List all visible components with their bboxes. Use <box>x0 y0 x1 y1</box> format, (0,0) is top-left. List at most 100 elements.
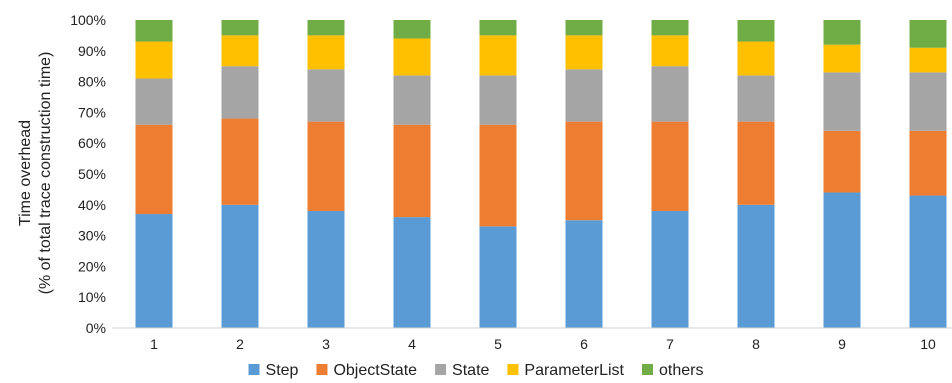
bar-segment-others <box>565 20 603 36</box>
bar-segment-step <box>737 204 775 328</box>
y-axis-title-line2: (% of total trace construction time) <box>37 52 54 295</box>
y-tick-label: 70% <box>78 104 106 120</box>
bar-segment-objectstate <box>135 124 173 215</box>
bar-segment-others <box>651 20 689 36</box>
bar-segment-step <box>479 226 517 328</box>
bar-group-1 <box>135 20 173 328</box>
bar-segment-state <box>307 69 345 122</box>
bar-segment-state <box>221 66 259 119</box>
legend-swatch <box>248 364 260 375</box>
bar-segment-objectstate <box>393 124 431 218</box>
bar-segment-others <box>221 20 259 36</box>
bar-segment-step <box>221 204 259 328</box>
legend-swatch <box>316 364 328 375</box>
legend-swatch <box>642 364 654 375</box>
y-tick-label: 50% <box>78 166 106 182</box>
legend-label: Step <box>266 362 299 379</box>
legend-item-step: Step <box>248 362 299 379</box>
legend-item-state: State <box>435 362 490 379</box>
bar-segment-state <box>393 75 431 125</box>
bar-segment-step <box>823 192 861 328</box>
legend-swatch <box>435 364 447 375</box>
x-tick-label: 7 <box>666 336 674 352</box>
y-axis-ticks: 0% 10% 20% 30% 40% 50% 60% 70% 80% 90% 100% <box>70 12 106 336</box>
bar-group-9 <box>823 20 861 328</box>
y-tick-label: 80% <box>78 74 106 90</box>
bar-segment-objectstate <box>565 121 603 221</box>
legend-label: ObjectState <box>333 362 417 379</box>
bar-segment-others <box>135 20 173 42</box>
legend-label: State <box>452 362 489 379</box>
bar-segment-step <box>909 195 947 328</box>
bar-segment-parameterlist <box>479 35 517 76</box>
bar-segment-step <box>393 217 431 328</box>
bar-group-4 <box>393 20 431 328</box>
bar-segment-parameterlist <box>909 47 947 73</box>
x-tick-label: 1 <box>150 336 158 352</box>
y-tick-label: 90% <box>78 43 106 59</box>
bar-segment-others <box>823 20 861 45</box>
bar-group-5 <box>479 20 517 328</box>
bar-segment-state <box>479 75 517 125</box>
bar-group-7 <box>651 20 689 328</box>
bar-segment-step <box>307 210 345 328</box>
x-tick-label: 10 <box>920 336 936 352</box>
x-tick-label: 4 <box>408 336 416 352</box>
bar-segment-objectstate <box>221 118 259 205</box>
bar-segment-state <box>135 78 173 125</box>
bar-segment-parameterlist <box>651 35 689 67</box>
y-tick-label: 100% <box>70 12 106 28</box>
bar-segment-state <box>823 72 861 131</box>
bar-segment-parameterlist <box>823 44 861 73</box>
bar-segment-state <box>737 75 775 122</box>
bar-segment-parameterlist <box>737 41 775 76</box>
bar-group-2 <box>221 20 259 328</box>
bar-segment-objectstate <box>823 130 861 193</box>
legend-label: others <box>659 362 703 379</box>
bar-segment-step <box>565 220 603 328</box>
x-tick-label: 8 <box>752 336 760 352</box>
legend-item-objectstate: ObjectState <box>316 362 417 379</box>
bar-segment-state <box>651 66 689 122</box>
bar-segment-objectstate <box>909 130 947 196</box>
y-tick-label: 20% <box>78 258 106 274</box>
y-tick-label: 30% <box>78 228 106 244</box>
x-axis-ticks: 1 2 3 4 5 6 7 8 9 10 <box>150 336 936 352</box>
bar-segment-others <box>909 20 947 48</box>
bar-segment-parameterlist <box>307 35 345 70</box>
bar-segment-parameterlist <box>393 38 431 76</box>
bar-group-3 <box>307 20 345 328</box>
bar-segment-objectstate <box>651 121 689 211</box>
y-tick-label: 0% <box>86 320 106 336</box>
bar-segment-others <box>307 20 345 36</box>
bar-segment-state <box>909 72 947 131</box>
x-tick-label: 9 <box>838 336 846 352</box>
bars <box>135 20 947 328</box>
x-tick-label: 2 <box>236 336 244 352</box>
y-axis-title: Time overhead (% of total trace construc… <box>17 52 54 295</box>
bar-segment-objectstate <box>307 121 345 211</box>
legend-swatch <box>507 364 519 375</box>
legend: Step ObjectState State ParameterList others <box>248 362 703 379</box>
bar-segment-others <box>393 20 431 39</box>
x-tick-label: 5 <box>494 336 502 352</box>
x-tick-label: 6 <box>580 336 588 352</box>
y-axis-title-line1: Time overhead <box>17 120 34 226</box>
bar-group-8 <box>737 20 775 328</box>
bar-group-6 <box>565 20 603 328</box>
bar-segment-parameterlist <box>135 41 173 79</box>
bar-segment-others <box>737 20 775 42</box>
bar-segment-step <box>651 210 689 328</box>
y-tick-label: 40% <box>78 197 106 213</box>
x-tick-label: 3 <box>322 336 330 352</box>
legend-label: ParameterList <box>524 362 624 379</box>
legend-item-parameterlist: ParameterList <box>507 362 625 379</box>
y-tick-label: 10% <box>78 289 106 305</box>
bar-segment-parameterlist <box>221 35 259 67</box>
bar-segment-objectstate <box>737 121 775 205</box>
bar-segment-parameterlist <box>565 35 603 70</box>
bar-segment-others <box>479 20 517 36</box>
bar-group-10 <box>909 20 947 328</box>
bar-segment-state <box>565 69 603 122</box>
